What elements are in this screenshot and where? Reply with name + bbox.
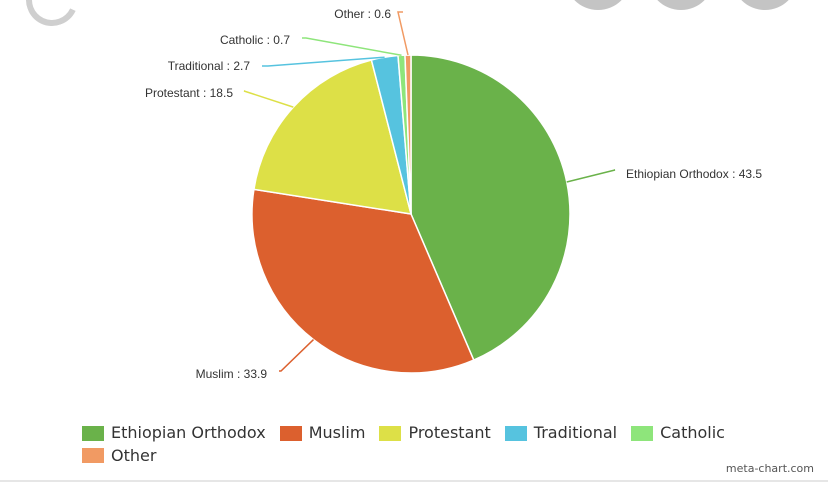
cropped-round-button[interactable] bbox=[648, 0, 714, 10]
pie-slice-other[interactable] bbox=[404, 54, 412, 215]
slice-label-muslim: Muslim : 33.9 bbox=[196, 367, 268, 381]
leader-line bbox=[397, 11, 409, 56]
legend-item-catholic[interactable]: Catholic bbox=[631, 423, 725, 443]
legend-swatch bbox=[82, 448, 104, 463]
divider bbox=[0, 480, 828, 482]
legend-item-muslim[interactable]: Muslim bbox=[279, 423, 366, 443]
pie-slice-protestant[interactable] bbox=[253, 59, 413, 215]
leader-line bbox=[262, 56, 385, 67]
slice-label-other: Other : 0.6 bbox=[334, 7, 391, 21]
legend-label: Protestant bbox=[408, 423, 491, 442]
legend-label: Catholic bbox=[660, 423, 725, 442]
legend-item-ethiopian-orthodox[interactable]: Ethiopian Orthodox bbox=[82, 423, 266, 443]
legend-swatch bbox=[504, 425, 527, 441]
legend-label: Muslim bbox=[308, 423, 366, 442]
legend-label: Traditional bbox=[533, 423, 618, 442]
leader-line bbox=[566, 169, 616, 183]
pie-slice-muslim[interactable] bbox=[251, 188, 475, 374]
leader-line bbox=[279, 339, 315, 372]
chart-legend: Ethiopian Orthodox Muslim Protestant Tradit… bbox=[82, 423, 782, 468]
legend-swatch bbox=[379, 425, 402, 441]
legend-label: Ethiopian Orthodox bbox=[111, 423, 266, 442]
slice-label-ethiopian-orthodox: Ethiopian Orthodox : 43.5 bbox=[626, 167, 762, 181]
slice-label-traditional: Traditional : 2.7 bbox=[168, 59, 251, 73]
legend-item-other[interactable]: Other bbox=[82, 446, 156, 466]
legend-swatch bbox=[631, 425, 654, 441]
cropped-round-button[interactable] bbox=[565, 0, 631, 10]
leader-line bbox=[243, 90, 294, 108]
slice-label-protestant: Protestant : 18.5 bbox=[145, 86, 233, 100]
legend-label: Other bbox=[111, 445, 157, 465]
legend-swatch bbox=[279, 425, 302, 441]
leader-line bbox=[302, 37, 402, 57]
cropped-round-button[interactable] bbox=[732, 0, 798, 10]
legend-swatch bbox=[82, 425, 104, 441]
slice-label-catholic: Catholic : 0.7 bbox=[220, 33, 290, 47]
legend-item-protestant[interactable]: Protestant bbox=[379, 423, 491, 443]
credit-link[interactable]: meta-chart.com bbox=[725, 462, 814, 475]
legend-item-traditional[interactable]: Traditional bbox=[504, 423, 618, 443]
